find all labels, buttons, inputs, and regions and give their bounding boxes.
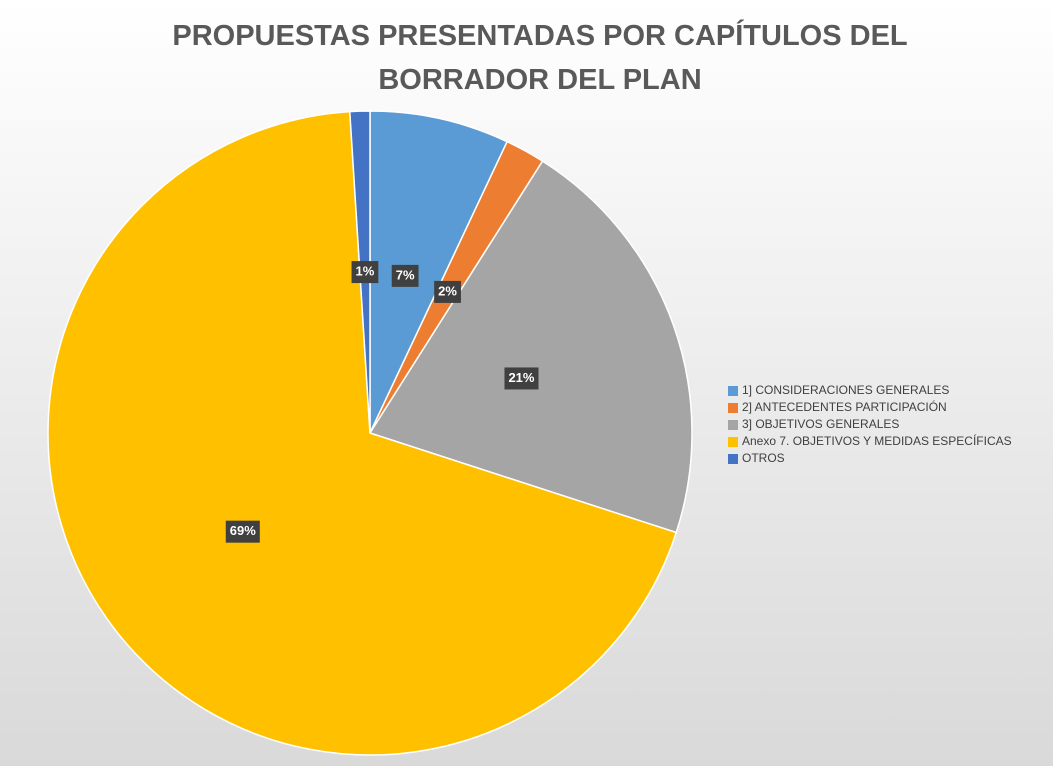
pie-slice <box>368 160 693 534</box>
data-label-box <box>225 520 260 543</box>
legend-label: Anexo 7. OBJETIVOS Y MEDIDAS ESPECÍFICAS <box>742 433 1012 448</box>
data-label-text: 21% <box>508 370 534 385</box>
legend-label: 1] CONSIDERACIONES GENERALES <box>742 383 949 397</box>
legend-swatch <box>728 437 738 447</box>
data-label-box <box>434 280 461 303</box>
legend-swatch <box>728 420 738 430</box>
data-label: 1% <box>351 261 379 284</box>
legend-swatch <box>728 386 738 396</box>
data-label: 69% <box>225 520 260 543</box>
legend-label: 2] ANTECEDENTES PARTICIPACIÓN <box>742 399 947 414</box>
data-label-text: 7% <box>396 267 415 282</box>
data-label-box <box>504 367 539 390</box>
legend-swatch <box>728 403 738 413</box>
pie-slice <box>47 110 678 756</box>
data-label-text: 1% <box>356 264 375 279</box>
data-label: 21% <box>504 367 539 390</box>
pie-slice <box>369 110 509 434</box>
chart-title: PROPUESTAS PRESENTADAS POR CAPÍTULOS DEL… <box>172 20 908 96</box>
data-label: 7% <box>391 264 419 287</box>
data-label-text: 2% <box>438 283 457 298</box>
data-label-box <box>391 264 419 287</box>
data-label-text: 69% <box>230 523 256 538</box>
legend-label: 3] OBJETIVOS GENERALES <box>742 417 899 431</box>
legend-label: OTROS <box>742 451 785 465</box>
data-label-box <box>351 261 379 284</box>
legend-swatch <box>728 454 738 464</box>
data-label: 2% <box>434 280 461 303</box>
